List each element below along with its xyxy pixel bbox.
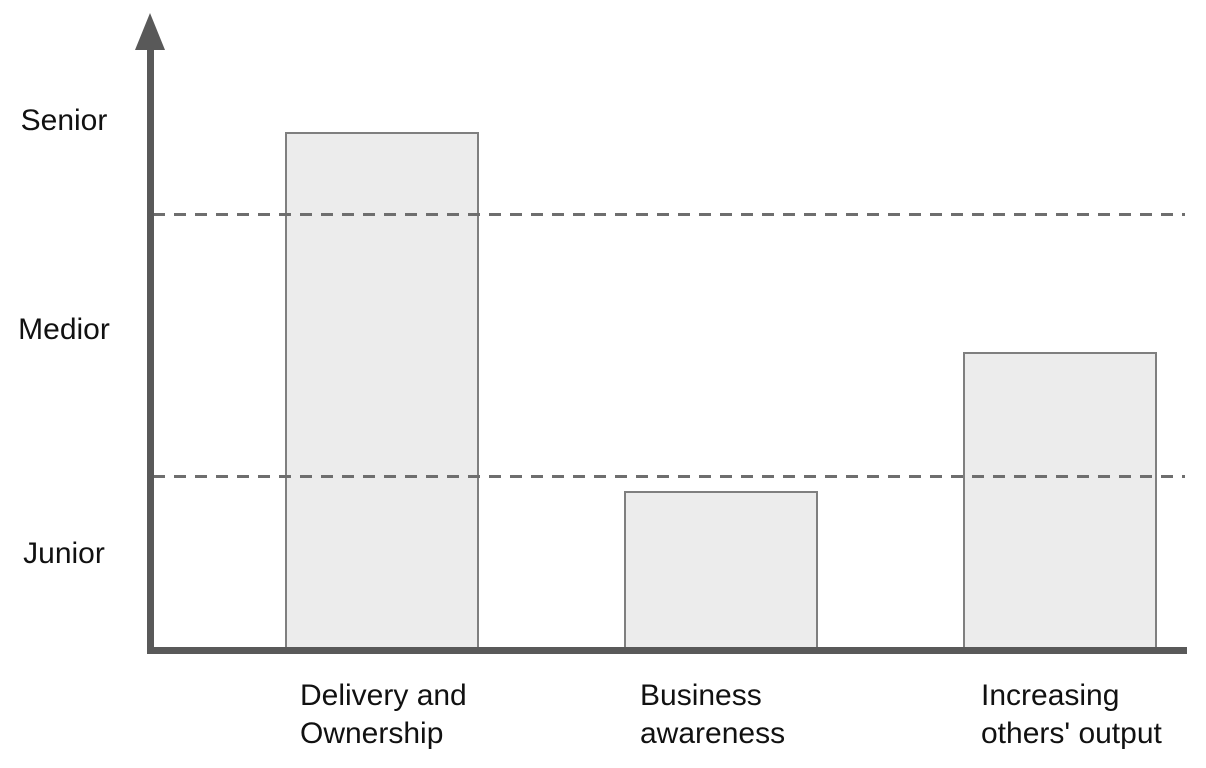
category-label-delivery-and-ownership: Delivery and Ownership [300,677,467,753]
y-axis-line [147,26,154,653]
category-label-increasing-others-output: Increasing others' output [981,677,1162,753]
category-label-line: Increasing [981,679,1120,712]
category-label-line: Ownership [300,717,444,750]
category-label-line: others' output [981,717,1162,750]
y-tick-label-junior: Junior [23,537,105,570]
y-tick-label-medior: Medior [18,313,110,346]
dashed-gridline-senior-medior [153,213,1185,216]
category-label-line: Delivery and [300,679,467,712]
dashed-gridline-medior-junior [153,475,1185,478]
bar-business-awareness [624,491,818,650]
category-label-line: Business [640,679,762,712]
category-label-line: awareness [640,717,786,750]
y-tick-label-senior: Senior [20,104,108,137]
category-label-business-awareness: Business awareness [640,677,785,753]
x-axis-line [147,647,1187,654]
bar-increasing-others-output [963,352,1157,650]
bar-delivery-and-ownership [285,132,479,650]
